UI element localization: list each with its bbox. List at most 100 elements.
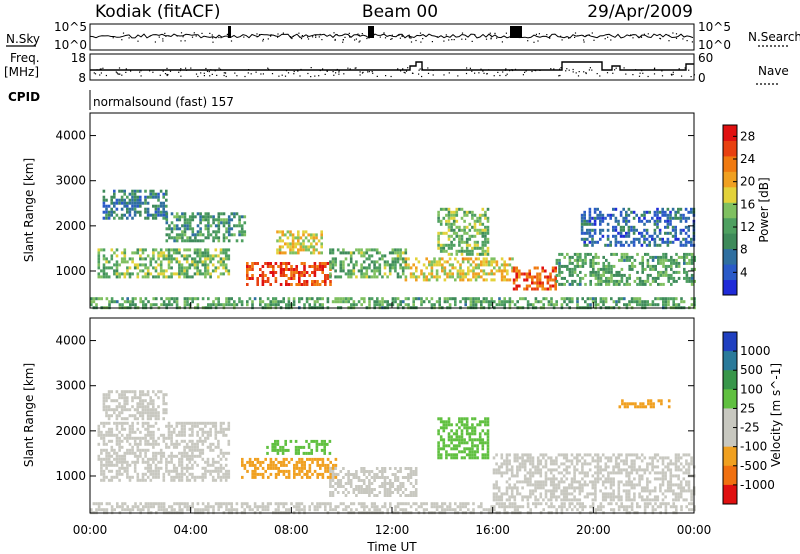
- echo-cell: [656, 207, 659, 211]
- echo-cell: [468, 447, 472, 451]
- echo-cell: [126, 421, 129, 425]
- echo-cell: [643, 505, 647, 509]
- echo-cell: [617, 219, 620, 223]
- power-colorbar-swatch: [723, 279, 737, 296]
- echo-cell: [409, 494, 413, 497]
- echo-cell: [476, 423, 479, 427]
- echo-cell: [284, 242, 287, 246]
- echo-cell: [463, 423, 466, 427]
- echo-cell: [368, 275, 371, 279]
- echo-cell: [657, 282, 660, 286]
- nsearch-dot: [538, 33, 540, 35]
- echo-cell: [326, 469, 330, 473]
- echo-cell: [685, 255, 689, 259]
- echo-cell: [110, 508, 114, 512]
- echo-cell: [412, 300, 415, 304]
- echo-cell: [139, 411, 142, 415]
- echo-cell: [185, 269, 189, 273]
- echo-cell: [116, 300, 119, 304]
- echo-cell: [297, 445, 300, 449]
- echo-cell: [240, 230, 244, 234]
- echo-cell: [113, 421, 116, 425]
- nave-dot: [214, 70, 216, 72]
- nsearch-dot: [408, 34, 410, 36]
- echo-cell: [471, 417, 474, 421]
- echo-cell: [316, 505, 319, 509]
- echo-cell: [664, 225, 667, 229]
- echo-cell: [123, 272, 127, 276]
- echo-cell: [326, 457, 330, 461]
- echo-cell: [131, 508, 135, 512]
- echo-cell: [538, 275, 542, 279]
- echo-cell: [583, 216, 586, 220]
- echo-cell: [334, 300, 337, 304]
- echo-cell: [243, 466, 247, 470]
- echo-cell: [401, 476, 405, 479]
- echo-cell: [97, 505, 101, 509]
- echo-cell: [465, 243, 469, 247]
- echo-cell: [165, 269, 168, 273]
- freq-label: Freq.: [10, 51, 40, 65]
- echo-cell: [136, 454, 140, 458]
- echo-cell: [269, 303, 272, 307]
- echo-cell: [464, 505, 467, 509]
- echo-cell: [183, 224, 187, 228]
- nsearch-dot: [568, 37, 570, 39]
- echo-cell: [131, 201, 134, 205]
- echo-cell: [537, 300, 540, 304]
- nsearch-dot: [647, 33, 649, 35]
- echo-cell: [272, 265, 275, 268]
- echo-cell: [592, 270, 595, 274]
- echo-cell: [441, 269, 444, 273]
- echo-cell: [407, 479, 410, 482]
- echo-cell: [120, 393, 124, 397]
- noise-tick-bottom-left: 10^0: [54, 38, 87, 52]
- echo-cell: [592, 258, 595, 262]
- echo-cell: [172, 478, 176, 482]
- echo-cell: [188, 454, 192, 458]
- echo-cell: [552, 477, 556, 481]
- echo-cell: [360, 470, 363, 473]
- echo-cell: [476, 219, 479, 223]
- echo-cell: [131, 189, 134, 193]
- echo-cell: [439, 456, 443, 460]
- echo-cell: [641, 258, 644, 262]
- echo-cell: [294, 445, 298, 449]
- echo-cell: [638, 216, 641, 220]
- echo-cell: [256, 277, 259, 280]
- echo-cell: [292, 297, 296, 301]
- echo-cell: [191, 466, 194, 470]
- echo-cell: [370, 470, 374, 473]
- echo-cell: [173, 297, 176, 301]
- echo-cell: [654, 276, 657, 280]
- echo-cell: [123, 469, 127, 473]
- echo-cell: [601, 228, 605, 232]
- echo-cell: [362, 488, 366, 491]
- echo-cell: [456, 505, 460, 509]
- echo-cell: [638, 237, 641, 241]
- echo-cell: [308, 463, 312, 467]
- echo-cell: [536, 498, 540, 502]
- echo-cell: [679, 213, 683, 217]
- echo-cell: [560, 282, 564, 286]
- echo-cell: [357, 476, 361, 479]
- echo-cell: [631, 264, 634, 268]
- echo-cell: [110, 430, 114, 434]
- echo-cell: [188, 218, 192, 222]
- echo-cell: [152, 436, 155, 440]
- echo-cell: [144, 275, 147, 279]
- nsearch-dot: [591, 32, 593, 34]
- echo-cell: [586, 228, 589, 232]
- echo-cell: [506, 300, 509, 304]
- echo-cell: [610, 264, 613, 268]
- echo-cell: [536, 459, 540, 463]
- echo-cell: [139, 254, 142, 258]
- echo-cell: [256, 262, 259, 265]
- echo-cell: [669, 222, 672, 226]
- echo-cell: [326, 502, 330, 506]
- echo-cell: [602, 505, 605, 509]
- echo-cell: [463, 225, 466, 229]
- echo-cell: [286, 236, 290, 240]
- echo-cell: [625, 282, 629, 286]
- echo-cell: [214, 233, 218, 237]
